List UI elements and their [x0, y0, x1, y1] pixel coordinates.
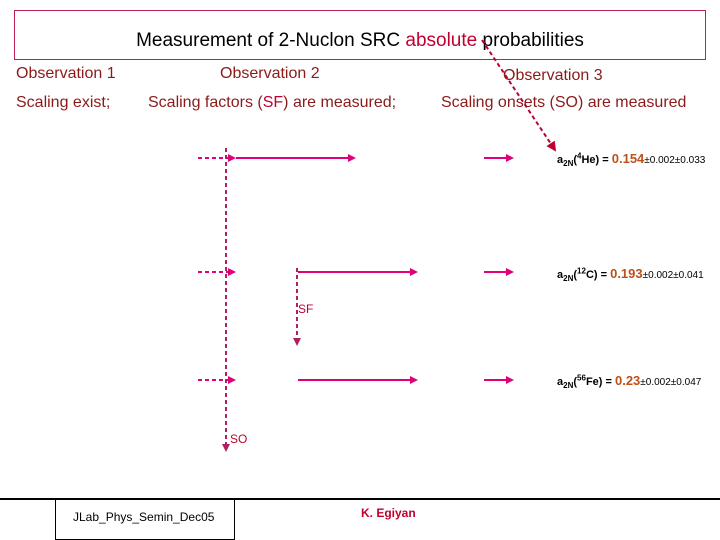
result-he-sub: 2N: [563, 159, 574, 169]
result-c-sub: 2N: [563, 274, 574, 284]
result-he-value: 0.154: [611, 151, 645, 166]
result-fe-err: ±0.002±0.047: [640, 377, 702, 388]
observation-2-text-after: ) are measured;: [283, 94, 397, 111]
result-c-value: 0.193: [610, 266, 643, 281]
result-c-eq: ) =: [593, 269, 611, 281]
result-fe-sup: 56: [577, 373, 586, 383]
footer-author: K. Egiyan: [361, 506, 416, 520]
result-c: a2N(12C) = 0.193±0.002±0.041: [557, 266, 704, 284]
observation-1-text: Scaling exist;: [16, 94, 111, 111]
result-fe-nucleus: Fe: [585, 376, 599, 388]
observation-2-text: Scaling factors (SF) are measured;: [148, 94, 396, 112]
observation-2-text-before: Scaling factors (: [148, 94, 263, 111]
observation-2-heading: Observation 2: [220, 65, 320, 82]
title-highlight: absolute: [405, 30, 478, 51]
result-c-prefix: a: [557, 269, 564, 281]
result-c-sup: 12: [577, 266, 586, 276]
title-text-after: probabilities: [477, 30, 584, 51]
observation-3-text: Scaling onsets (SO) are measured: [441, 94, 687, 111]
result-he-prefix: a: [557, 154, 564, 166]
sf-label: SF: [298, 302, 314, 316]
result-he-eq: ) =: [595, 154, 612, 166]
title-text-before: Measurement of 2-Nuclon SRC: [136, 30, 406, 51]
result-he-sup: 4: [577, 151, 582, 161]
result-he-nucleus: He: [581, 154, 596, 166]
result-he-err: ±0.002±0.033: [644, 155, 706, 166]
title-box: [14, 10, 706, 60]
so-label: SO: [230, 432, 248, 446]
pointer-arrow: [481, 39, 557, 152]
result-fe-eq: ) =: [598, 376, 615, 388]
result-c-err: ±0.002±0.041: [642, 270, 704, 281]
footer-divider: [0, 498, 720, 500]
observation-1-heading: Observation 1: [16, 65, 116, 82]
result-fe-prefix: a: [557, 376, 564, 388]
observation-2-text-highlight: SF: [262, 94, 284, 111]
result-fe-sub: 2N: [563, 381, 574, 391]
result-fe: a2N(56Fe) = 0.23±0.002±0.047: [557, 373, 702, 391]
result-he: a2N(4He) = 0.154±0.002±0.033: [557, 151, 706, 169]
result-c-nucleus: C: [585, 269, 594, 281]
result-fe-value: 0.23: [614, 373, 641, 388]
slide-title: Measurement of 2-Nuclon SRC absolute pro…: [0, 30, 720, 52]
footer-presentation-name: JLab_Phys_Semin_Dec05: [73, 510, 215, 524]
observation-3-heading: Observation 3: [503, 67, 603, 84]
